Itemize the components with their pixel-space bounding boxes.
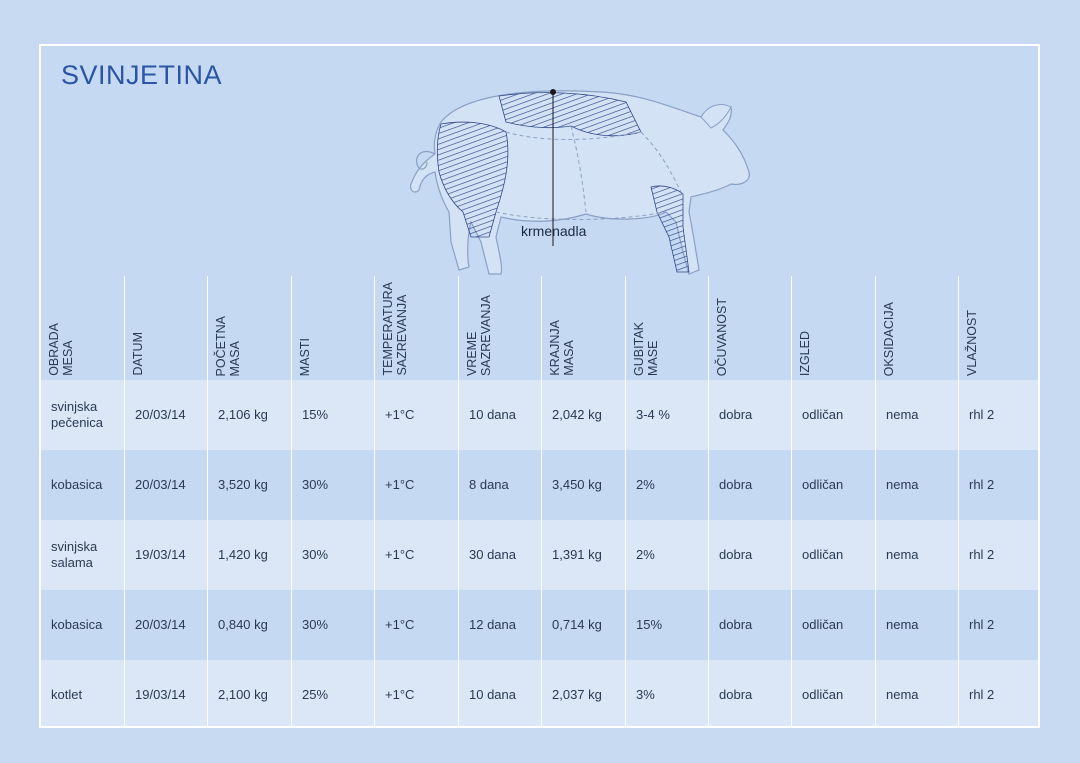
table-cell: +1°C: [374, 450, 458, 520]
table-row: kobasica 20/03/14 0,840 kg 30% +1°C 12 dana 0,…: [41, 590, 1038, 660]
table-cell: nema: [875, 660, 958, 726]
table-cell: 30%: [291, 520, 374, 590]
table-cell: 12 dana: [458, 590, 541, 660]
table-cell: 3,520 kg: [207, 450, 291, 520]
table-cell: 10 dana: [458, 380, 541, 450]
table-cell: 0,714 kg: [541, 590, 625, 660]
table-cell: 0,840 kg: [207, 590, 291, 660]
table-cell: kobasica: [51, 477, 103, 492]
table-cell: 2,037 kg: [541, 660, 625, 726]
table-cell: 3,450 kg: [541, 450, 625, 520]
col-header: VREME SAZREVANJA: [458, 276, 542, 380]
table-cell: nema: [875, 380, 958, 450]
col-header: POČETNA MASA: [207, 276, 292, 380]
table-cell: rhl 2: [958, 590, 1038, 660]
table-cell: +1°C: [374, 590, 458, 660]
col-header: GUBITAK MASE: [625, 276, 709, 380]
table-cell: svinjska pečenica: [51, 399, 104, 430]
table-cell: odličan: [791, 380, 875, 450]
table-row: svinjska salama 19/03/14 1,420 kg 30% +1°C 30…: [41, 520, 1038, 590]
table-cell: 20/03/14: [124, 380, 207, 450]
table-cell: 20/03/14: [124, 590, 207, 660]
table-cell: kotlet: [51, 687, 83, 702]
table-cell: 2,106 kg: [207, 380, 291, 450]
table-cell: odličan: [791, 520, 875, 590]
cut-label: krmenadla: [521, 223, 587, 239]
table-cell: 3%: [625, 660, 708, 726]
table-cell: +1°C: [374, 380, 458, 450]
table-row: kotlet 19/03/14 2,100 kg 25% +1°C 10 dana 2,03…: [41, 660, 1038, 726]
table-cell: 1,420 kg: [207, 520, 291, 590]
table-cell: odličan: [791, 450, 875, 520]
page-title: SVINJETINA: [61, 60, 223, 90]
table-cell: rhl 2: [958, 520, 1038, 590]
col-header: OČUVANOST: [708, 276, 792, 380]
col-header: KRAJNJA MASA: [541, 276, 626, 380]
table-cell: dobra: [708, 450, 791, 520]
table-cell: 2%: [625, 450, 708, 520]
table-cell: nema: [875, 450, 958, 520]
table-cell: 2,100 kg: [207, 660, 291, 726]
content-panel: SVINJETINA krmenadla OBRADA MESA DATUM P…: [39, 44, 1040, 728]
table-cell: dobra: [708, 520, 791, 590]
table-cell: 19/03/14: [124, 520, 207, 590]
table-row: kobasica 20/03/14 3,520 kg 30% +1°C 8 dana 3,4…: [41, 450, 1038, 520]
table-cell: odličan: [791, 590, 875, 660]
table-cell: 20/03/14: [124, 450, 207, 520]
col-header: DATUM: [124, 276, 208, 380]
table-cell: 30 dana: [458, 520, 541, 590]
pig-icon: [410, 89, 750, 275]
table-cell: 30%: [291, 450, 374, 520]
col-header: MASTI: [291, 276, 375, 380]
table-cell: nema: [875, 520, 958, 590]
table-cell: nema: [875, 590, 958, 660]
table-cell: kobasica: [51, 617, 103, 632]
table-cell: rhl 2: [958, 660, 1038, 726]
table-cell: 15%: [625, 590, 708, 660]
table-header: OBRADA MESA DATUM POČETNA MASA MASTI TEM…: [41, 276, 1038, 380]
col-header: VLAŽNOST: [958, 276, 1038, 380]
table-cell: dobra: [708, 660, 791, 726]
col-header: OBRADA MESA: [47, 323, 75, 376]
col-header: OKSIDACIJA: [875, 276, 959, 380]
table-cell: 30%: [291, 590, 374, 660]
table-cell: svinjska salama: [51, 539, 98, 570]
table-cell: 8 dana: [458, 450, 541, 520]
table-cell: 3-4 %: [625, 380, 708, 450]
table-cell: +1°C: [374, 520, 458, 590]
table-cell: 10 dana: [458, 660, 541, 726]
table-cell: dobra: [708, 380, 791, 450]
table-cell: 19/03/14: [124, 660, 207, 726]
table-cell: rhl 2: [958, 450, 1038, 520]
table-cell: 15%: [291, 380, 374, 450]
table-cell: +1°C: [374, 660, 458, 726]
table-cell: 1,391 kg: [541, 520, 625, 590]
col-header: TEMPERATURA SAZREVANJA: [374, 276, 459, 380]
table-cell: 2%: [625, 520, 708, 590]
table-cell: 2,042 kg: [541, 380, 625, 450]
table-cell: 25%: [291, 660, 374, 726]
table-cell: dobra: [708, 590, 791, 660]
table-row: svinjska pečenica 20/03/14 2,106 kg 15% +1°C…: [41, 380, 1038, 450]
table-cell: rhl 2: [958, 380, 1038, 450]
col-header: IZGLED: [791, 276, 876, 380]
table-cell: odličan: [791, 660, 875, 726]
